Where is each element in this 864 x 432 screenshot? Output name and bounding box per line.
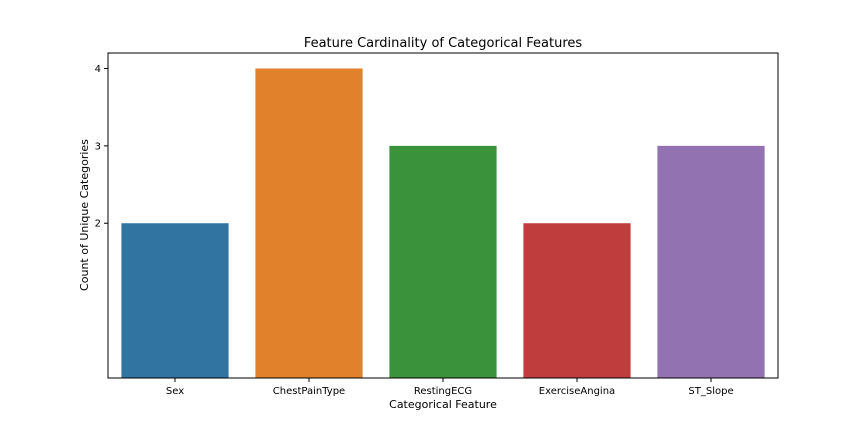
bar-chestpaintype — [255, 68, 363, 378]
bar-exerciseangina — [523, 223, 631, 378]
x-axis-label: Categorical Feature — [389, 398, 497, 411]
x-axis-ticks: Sex ChestPainType RestingECG ExerciseAngina… — [166, 378, 734, 397]
y-tick-label: 2 — [95, 219, 101, 230]
bar-st-slope — [657, 145, 765, 378]
bar-sex — [121, 223, 229, 378]
x-tick-label: Sex — [166, 386, 184, 397]
x-tick-label: ChestPainType — [273, 386, 345, 397]
bars-group — [121, 68, 765, 378]
y-axis-label: Count of Unique Categories — [78, 139, 91, 291]
x-tick-label: RestingECG — [414, 386, 472, 397]
y-tick-label: 4 — [95, 64, 101, 75]
y-axis-ticks: 2 3 4 — [95, 64, 108, 230]
chart-title: Feature Cardinality of Categorical Featu… — [304, 36, 583, 51]
plot-frame — [107, 52, 779, 379]
bar-restingecg — [389, 145, 497, 378]
x-tick-label: ST_Slope — [688, 386, 733, 397]
y-tick-label: 3 — [95, 141, 101, 152]
x-tick-label: ExerciseAngina — [539, 386, 615, 397]
